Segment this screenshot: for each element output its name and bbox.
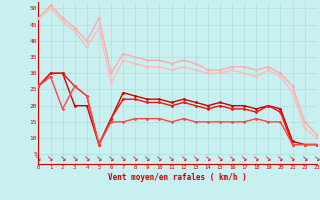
Text: ↘: ↘	[314, 155, 320, 164]
Text: ↘: ↘	[253, 155, 260, 164]
Text: ↘: ↘	[289, 155, 296, 164]
Text: ↘: ↘	[217, 155, 223, 164]
Text: ↘: ↘	[144, 155, 150, 164]
Text: ↘: ↘	[241, 155, 247, 164]
Text: ↘: ↘	[132, 155, 139, 164]
Text: ↘: ↘	[265, 155, 272, 164]
Text: ↘: ↘	[168, 155, 175, 164]
Text: ↘: ↘	[205, 155, 211, 164]
Text: ↘: ↘	[301, 155, 308, 164]
Text: ↘: ↘	[120, 155, 126, 164]
Text: ↘: ↘	[193, 155, 199, 164]
Text: ↘: ↘	[156, 155, 163, 164]
Text: ↘: ↘	[47, 155, 54, 164]
Text: ↘: ↘	[277, 155, 284, 164]
Text: ↘: ↘	[84, 155, 90, 164]
X-axis label: Vent moyen/en rafales ( km/h ): Vent moyen/en rafales ( km/h )	[108, 173, 247, 182]
Text: ↘: ↘	[108, 155, 114, 164]
Text: ↘: ↘	[180, 155, 187, 164]
Text: ↘: ↘	[229, 155, 235, 164]
Text: ↘: ↘	[96, 155, 102, 164]
Text: ↘: ↘	[60, 155, 66, 164]
Text: ↘: ↘	[72, 155, 78, 164]
Text: ↘: ↘	[35, 155, 42, 164]
